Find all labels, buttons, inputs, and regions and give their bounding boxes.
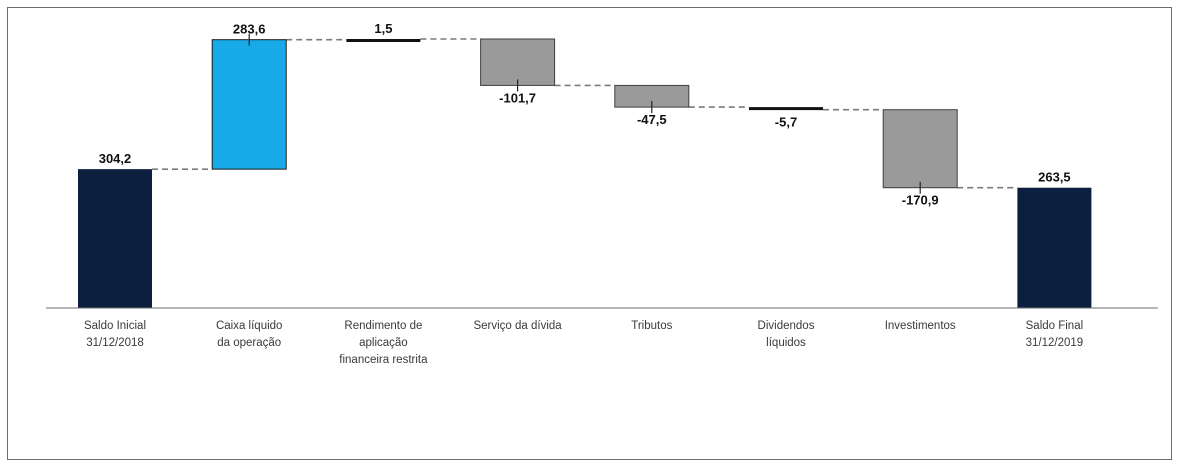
category-label: Saldo Inicial 31/12/2018 bbox=[84, 320, 146, 349]
chart-frame bbox=[7, 7, 1172, 460]
bar-3 bbox=[346, 39, 421, 42]
value-label: 283,6 bbox=[233, 22, 266, 37]
category-label: Tributos bbox=[631, 320, 672, 332]
value-label: -101,7 bbox=[499, 90, 536, 105]
bar-1 bbox=[78, 169, 152, 308]
bar-8 bbox=[1017, 187, 1092, 308]
value-label: 1,5 bbox=[374, 21, 392, 36]
bar-4 bbox=[480, 38, 556, 86]
category-label: Dividendos líquidos bbox=[758, 320, 815, 349]
bar-6 bbox=[749, 107, 823, 111]
value-label: 263,5 bbox=[1038, 170, 1071, 185]
bar-2 bbox=[211, 39, 287, 170]
category-label: Serviço da dívida bbox=[473, 320, 562, 332]
value-label: -5,7 bbox=[775, 115, 797, 130]
category-label: Saldo Final 31/12/2019 bbox=[1026, 320, 1084, 349]
category-label: Caixa líquido da operação bbox=[216, 320, 282, 349]
value-label: -47,5 bbox=[637, 112, 667, 127]
category-label: Investimentos bbox=[885, 320, 956, 332]
bar-7 bbox=[882, 109, 958, 189]
value-label: -170,9 bbox=[902, 193, 939, 208]
category-label: Rendimento de aplicação financeira restrit… bbox=[339, 320, 428, 366]
value-label: 304,2 bbox=[99, 151, 132, 166]
